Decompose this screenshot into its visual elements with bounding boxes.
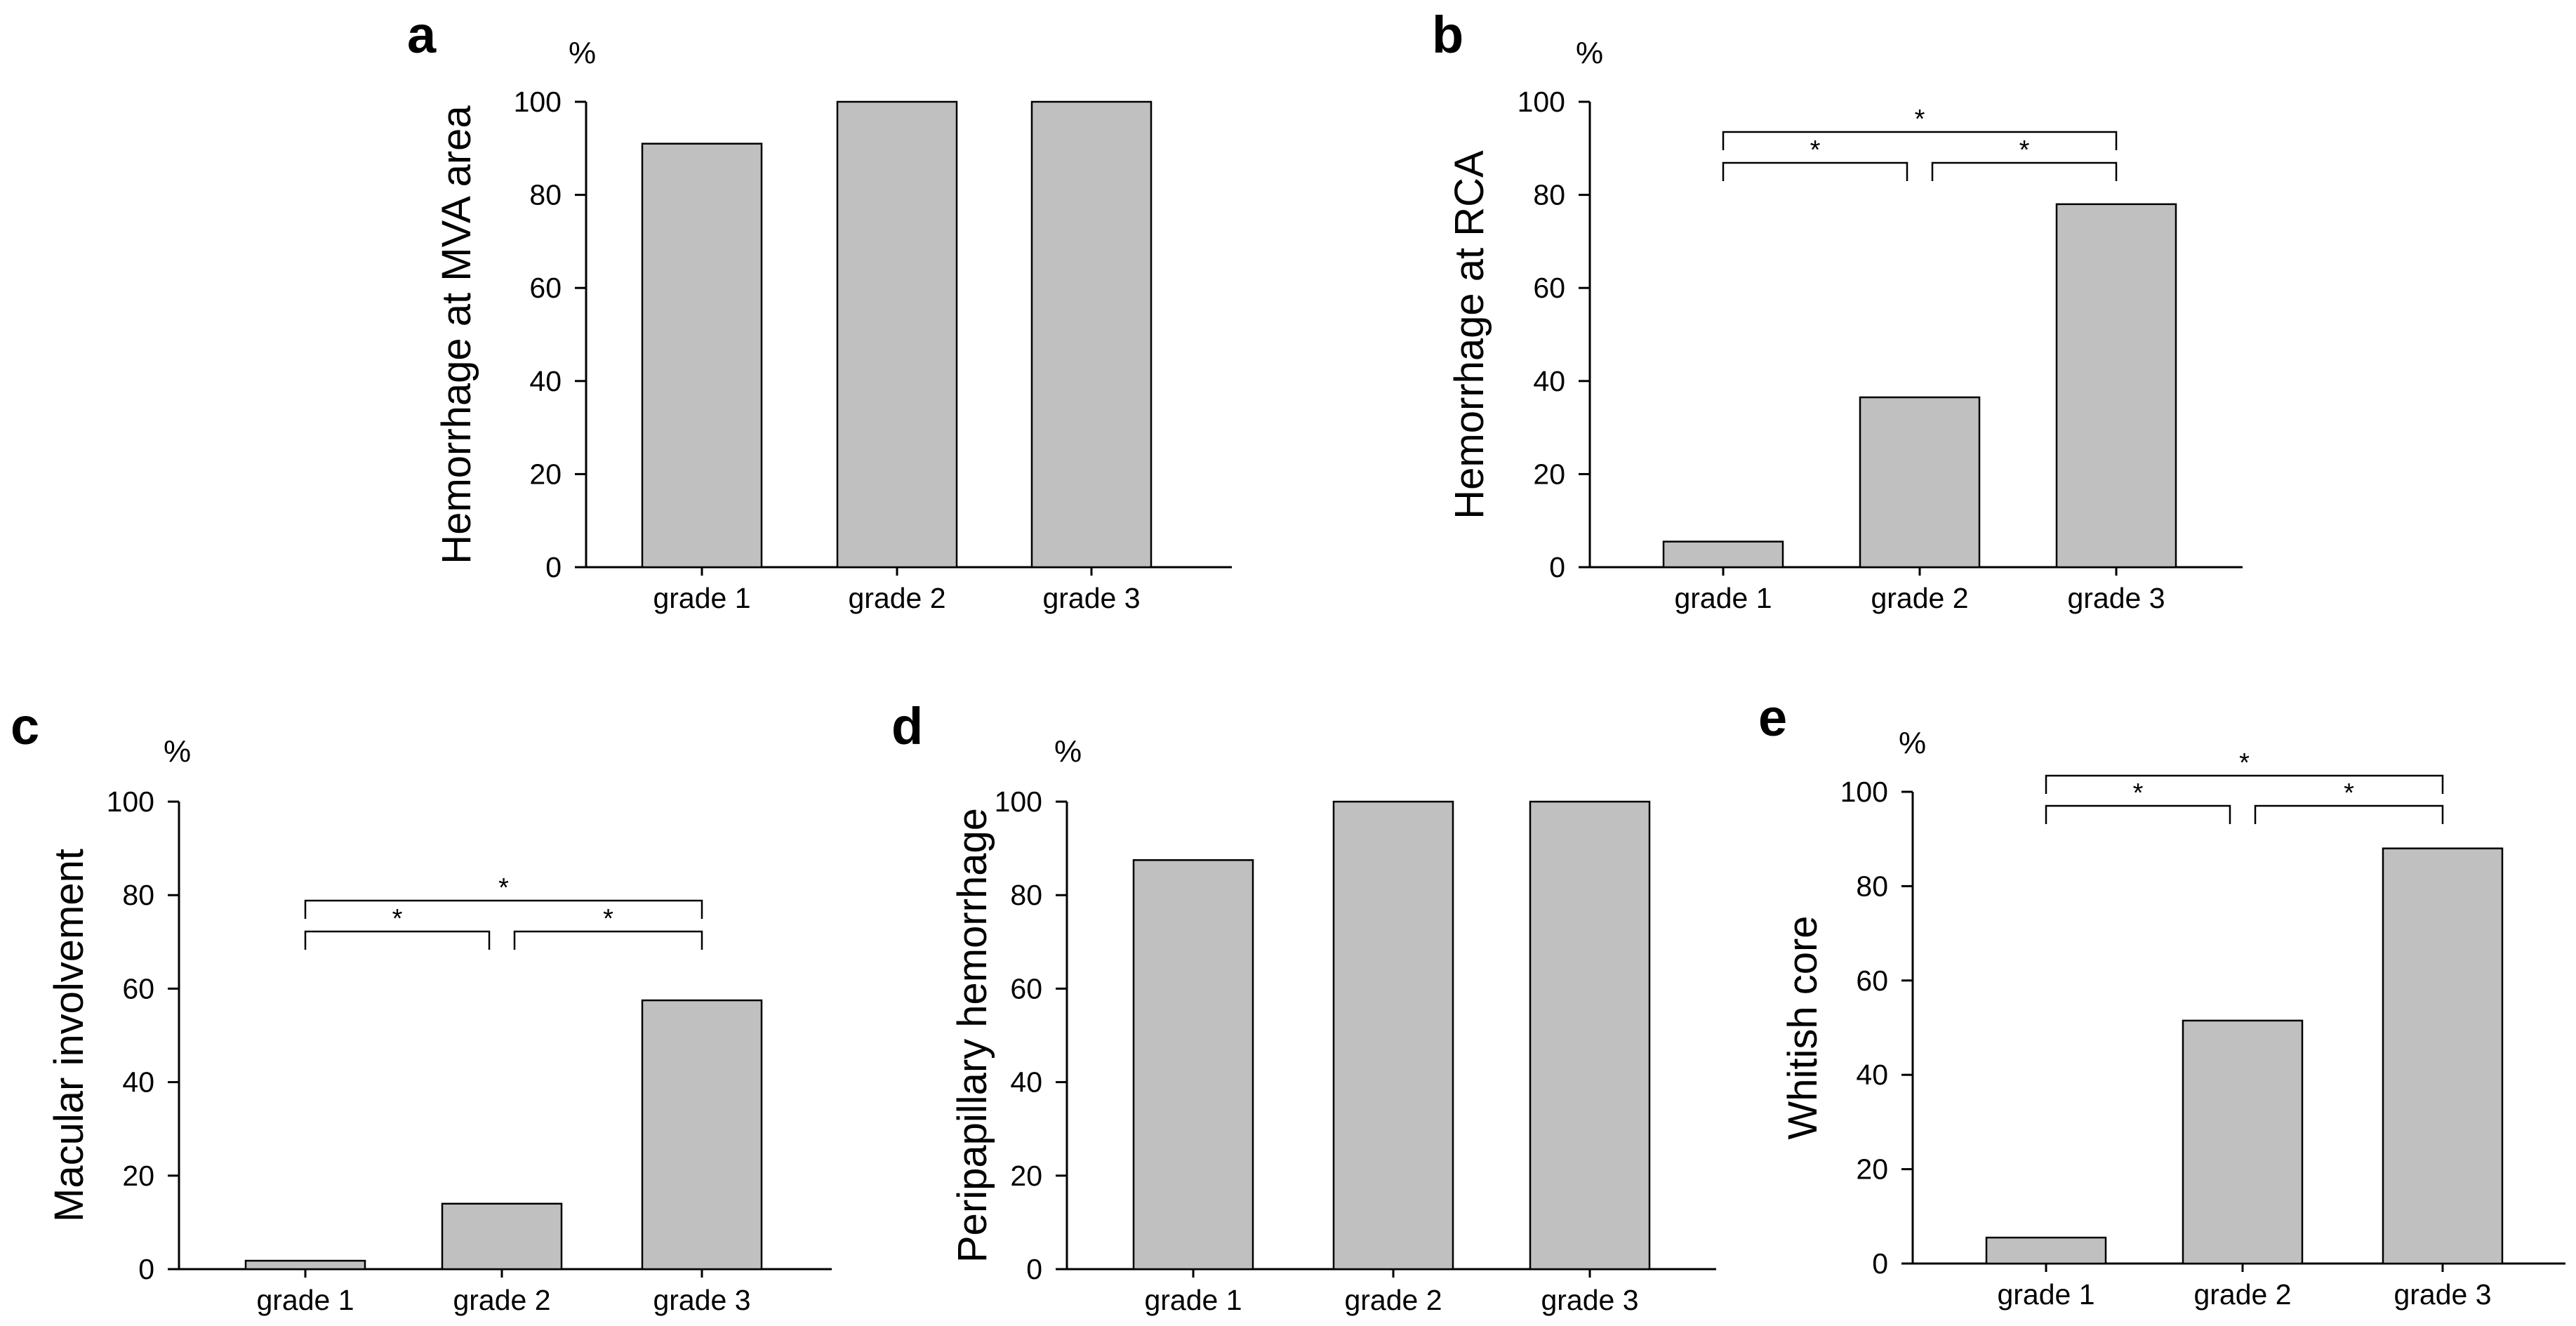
panel-a: a % Hemorrhage at MVA area 0 20 40 60 80 100 grad… <box>407 6 1232 614</box>
y-tick-label: 0 <box>138 1253 154 1285</box>
significance-star: * <box>603 904 613 934</box>
significance-star: * <box>2019 135 2030 165</box>
category-label: grade 1 <box>1144 1284 1242 1316</box>
bar <box>2182 1019 2304 1265</box>
significance-bracket <box>513 930 703 950</box>
panel-c: c % Macular involvement 0 20 40 60 80 100 grade 1… <box>11 697 832 1316</box>
category-label: grade 2 <box>1871 582 1968 614</box>
unit-label: % <box>1054 734 1082 769</box>
significance-bracket <box>2045 774 2444 794</box>
y-tick-label: 100 <box>514 86 562 118</box>
bar <box>1030 100 1153 569</box>
y-tick-label: 40 <box>122 1066 154 1099</box>
category-label: grade 2 <box>453 1284 550 1316</box>
y-tick-label: 100 <box>1518 86 1565 118</box>
category-label: grade 3 <box>653 1284 750 1316</box>
category-label: grade 3 <box>2067 582 2165 614</box>
y-tick-label: 20 <box>1856 1153 1888 1186</box>
significance-bracket <box>1722 131 2118 150</box>
y-tick-label: 80 <box>1010 879 1042 911</box>
y-axis-title: Peripapillary hemorrhage <box>950 808 995 1263</box>
panel-letter: b <box>1432 6 1463 64</box>
unit-label: % <box>1899 726 1926 760</box>
bar <box>641 999 763 1271</box>
y-tick-label: 0 <box>1549 551 1565 583</box>
y-tick-label: 20 <box>1010 1160 1042 1192</box>
y-tick-label: 100 <box>1840 776 1888 808</box>
y-tick-label: 60 <box>1856 964 1888 997</box>
significance-star: * <box>1915 105 1925 134</box>
y-tick-label: 100 <box>995 785 1042 818</box>
significance-bracket <box>1722 161 1908 181</box>
panel-letter: e <box>1758 689 1787 747</box>
y-tick-label: 20 <box>529 458 562 490</box>
bar <box>641 142 763 569</box>
y-tick-label: 60 <box>529 272 562 304</box>
category-label: grade 3 <box>1042 582 1140 614</box>
bar <box>1662 541 1784 569</box>
significance-bracket <box>1931 161 2118 181</box>
panel-d: d % Peripapillary hemorrhage 0 20 40 60 80 100 gr… <box>891 697 1716 1316</box>
unit-label: % <box>569 36 596 70</box>
category-label: grade 2 <box>848 582 945 614</box>
significance-star: * <box>2133 778 2144 808</box>
y-tick-label: 60 <box>1010 972 1042 1005</box>
bar <box>1332 800 1454 1271</box>
significance-bracket <box>2045 804 2231 824</box>
panel-letter: a <box>407 6 437 64</box>
category-label: grade 1 <box>1674 582 1772 614</box>
y-axis-title: Hemorrhage at RCA <box>1447 150 1492 519</box>
unit-label: % <box>1576 36 1603 70</box>
bar <box>244 1259 366 1271</box>
category-label: grade 3 <box>1541 1284 1638 1316</box>
y-tick-label: 0 <box>1026 1253 1042 1285</box>
bar <box>1859 396 1981 569</box>
category-label: grade 2 <box>2193 1278 2291 1311</box>
y-tick-label: 0 <box>545 551 562 583</box>
significance-star: * <box>392 904 403 934</box>
bar <box>1132 859 1254 1271</box>
y-tick-label: 20 <box>122 1160 154 1192</box>
y-axis-title: Macular involvement <box>46 849 92 1222</box>
y-tick-label: 80 <box>1856 870 1888 902</box>
y-tick-label: 80 <box>1533 179 1565 211</box>
bar <box>441 1202 563 1271</box>
significance-star: * <box>2239 748 2250 778</box>
significance-bracket <box>304 899 703 919</box>
y-tick-label: 20 <box>1533 458 1565 490</box>
y-axis-title: Hemorrhage at MVA area <box>434 105 479 564</box>
y-tick-label: 60 <box>1533 272 1565 304</box>
panel-e: e % Whitish core 0 20 40 60 80 100 grade 1 grade 2… <box>1758 689 2565 1311</box>
significance-star: * <box>498 873 509 903</box>
bar <box>836 100 958 569</box>
category-label: grade 1 <box>256 1284 354 1316</box>
significance-star: * <box>1810 135 1821 165</box>
y-tick-label: 40 <box>529 365 562 397</box>
panel-letter: c <box>11 697 39 755</box>
bar <box>1985 1236 2107 1265</box>
y-tick-label: 100 <box>107 785 154 818</box>
significance-star: * <box>2344 778 2354 808</box>
bar <box>2382 847 2504 1265</box>
y-axis-title: Whitish core <box>1780 915 1826 1139</box>
significance-bracket <box>304 930 491 950</box>
y-tick-label: 0 <box>1872 1247 1888 1280</box>
panel-b: b % Hemorrhage at RCA 0 20 40 60 80 100 grade 1 gr… <box>1432 6 2243 614</box>
y-tick-label: 40 <box>1856 1059 1888 1091</box>
category-label: grade 1 <box>653 582 750 614</box>
bar <box>2055 203 2177 569</box>
y-tick-label: 80 <box>122 879 154 911</box>
y-tick-label: 80 <box>529 179 562 211</box>
category-label: grade 3 <box>2394 1278 2491 1311</box>
unit-label: % <box>164 734 191 769</box>
panel-letter: d <box>891 697 923 755</box>
y-tick-label: 60 <box>122 972 154 1005</box>
category-label: grade 1 <box>1997 1278 2094 1311</box>
category-label: grade 2 <box>1344 1284 1442 1316</box>
significance-bracket <box>2254 804 2444 824</box>
y-tick-label: 40 <box>1010 1066 1042 1099</box>
bar <box>1529 800 1651 1271</box>
y-tick-label: 40 <box>1533 365 1565 397</box>
